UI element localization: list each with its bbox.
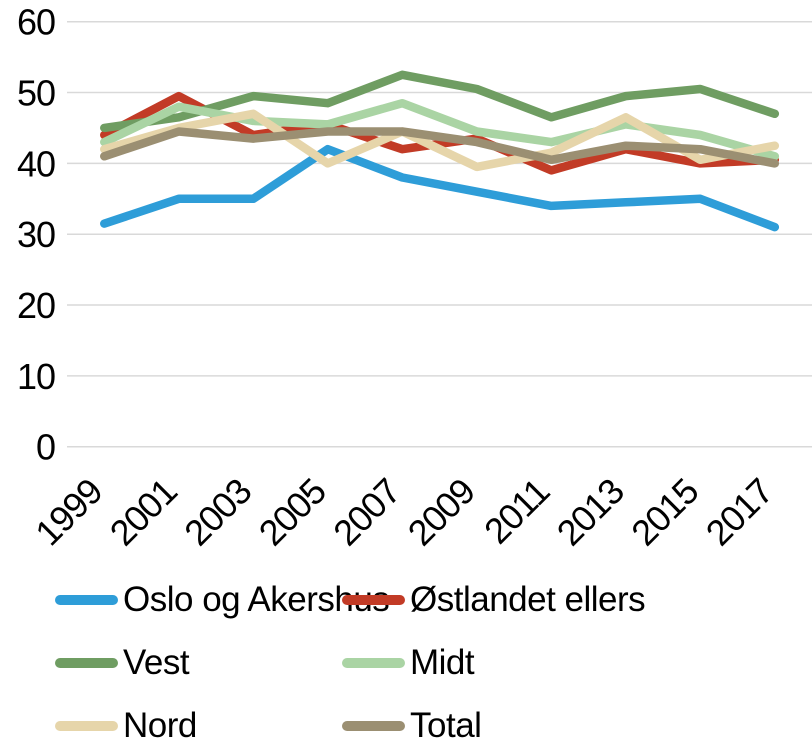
legend-item-oslo-og-akershus: Oslo og Akershus <box>55 582 390 617</box>
y-tick-label-20: 20 <box>17 285 55 326</box>
legend-label-midt: Midt <box>410 643 475 682</box>
x-tick-label-2003: 2003 <box>176 471 259 554</box>
legend-label-nord: Nord <box>123 706 197 739</box>
legend-item-total: Total <box>342 708 812 739</box>
x-tick-label-2005: 2005 <box>251 471 334 554</box>
x-tick-label-2001: 2001 <box>102 471 185 554</box>
y-tick-label-0: 0 <box>36 427 55 468</box>
x-tick-label-2015: 2015 <box>623 471 706 554</box>
legend-item-ostlandet-ellers: Østlandet ellers <box>342 582 812 617</box>
legend-swatch-nord <box>55 720 118 731</box>
x-tick-label-2013: 2013 <box>549 471 632 554</box>
x-tick-label-2009: 2009 <box>400 471 483 554</box>
legend-label-vest: Vest <box>123 643 190 682</box>
legend-swatch-total <box>342 720 405 731</box>
y-tick-label-40: 40 <box>17 143 55 184</box>
legend-item-midt: Midt <box>342 645 812 680</box>
x-tick-label-2007: 2007 <box>325 471 408 554</box>
y-tick-label-60: 60 <box>17 2 55 43</box>
series-line-midt <box>100 98 780 161</box>
y-tick-label-10: 10 <box>17 356 55 397</box>
x-tick-label-2011: 2011 <box>476 471 557 552</box>
series-line-nord <box>100 109 780 172</box>
series-line-vest <box>100 70 780 133</box>
legend-label-ostlandet-ellers: Østlandet ellers <box>410 580 646 619</box>
plot-area: 0102030405060199920012003200520072009201… <box>17 2 812 554</box>
legend-swatch-ostlandet-ellers <box>342 594 405 605</box>
series-line-oslo-og-akershus <box>100 144 780 232</box>
legend-label-total: Total <box>410 706 482 739</box>
legend-item-nord: Nord <box>55 708 342 739</box>
legend-swatch-vest <box>55 657 118 668</box>
y-tick-label-50: 50 <box>17 73 55 114</box>
x-tick-label-2017: 2017 <box>698 471 781 554</box>
legend-swatch-midt <box>342 657 405 668</box>
legend-swatch-oslo-og-akershus <box>55 594 118 605</box>
series-line-total <box>100 127 780 168</box>
legend-item-vest: Vest <box>55 645 342 680</box>
x-tick-label-1999: 1999 <box>27 471 110 554</box>
chart-legend: Oslo og Akershus Østlandet ellers Vest M… <box>0 560 812 739</box>
y-tick-label-30: 30 <box>17 214 55 255</box>
